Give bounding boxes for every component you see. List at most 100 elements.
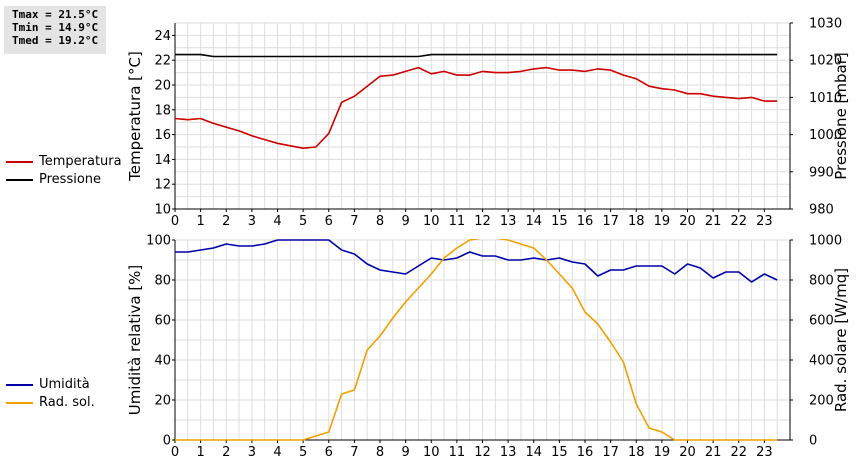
x-tick-label: 17	[602, 214, 619, 229]
legend-item-umidita: Umidità	[6, 376, 95, 394]
x-tick-label: 12	[474, 445, 491, 460]
legend-label-temperatura: Temperatura	[39, 154, 122, 169]
x-tick-label: 7	[350, 214, 358, 229]
y-tick-label: 10	[154, 203, 171, 218]
y2-tick-label: 1010	[809, 91, 842, 106]
y-tick-label: 12	[154, 178, 171, 193]
tmed-text: Tmed = 19.2°C	[12, 34, 99, 47]
legend-label-pressione: Pressione	[39, 172, 102, 187]
y2-tick-label: 1030	[809, 17, 842, 32]
x-tick-label: 22	[730, 214, 747, 229]
y-axis-title: Temperatura [°C]	[126, 51, 144, 182]
series-line-umidit-	[175, 239, 778, 283]
x-tick-label: 3	[248, 445, 256, 460]
x-tick-label: 4	[273, 445, 281, 460]
x-tick-label: 9	[401, 214, 409, 229]
x-tick-label: 16	[577, 445, 594, 460]
y2-tick-label: 1000	[809, 128, 842, 143]
x-tick-label: 9	[401, 445, 409, 460]
y2-tick-label: 1000	[809, 234, 842, 249]
legend-swatch-umidita	[6, 384, 33, 386]
x-tick-label: 6	[325, 445, 333, 460]
x-tick-label: 8	[376, 445, 384, 460]
x-tick-label: 1	[196, 445, 204, 460]
x-tick-label: 7	[350, 445, 358, 460]
y-tick-label: 100	[146, 234, 171, 249]
x-tick-label: 2	[222, 214, 230, 229]
x-tick-label: 18	[628, 214, 645, 229]
y-tick-label: 40	[154, 354, 171, 369]
series-line-temperatura	[175, 66, 778, 149]
x-tick-label: 14	[525, 214, 542, 229]
legend-bottom-main: Umidità Rad. sol.	[6, 376, 95, 412]
legend-swatch-temperatura	[6, 161, 33, 163]
y2-tick-label: 1020	[809, 54, 842, 69]
x-tick-label: 22	[730, 445, 747, 460]
x-tick-label: 15	[551, 445, 568, 460]
x-tick-label: 17	[602, 445, 619, 460]
y-tick-label: 80	[154, 274, 171, 289]
x-tick-label: 11	[449, 214, 466, 229]
y-tick-label: 0	[163, 434, 171, 449]
x-tick-label: 18	[628, 445, 645, 460]
x-tick-label: 20	[679, 445, 696, 460]
x-tick-label: 16	[577, 214, 594, 229]
y2-axis-title: Pressione [mbar]	[832, 52, 850, 180]
y-tick-label: 22	[154, 54, 171, 69]
x-tick-label: 8	[376, 214, 384, 229]
x-tick-label: 6	[325, 214, 333, 229]
y2-tick-label: 800	[809, 274, 834, 289]
x-tick-label: 19	[654, 445, 671, 460]
stats-box: Tmax = 21.5°C Tmin = 14.9°C Tmed = 19.2°…	[4, 6, 106, 54]
x-tick-label: 21	[705, 445, 722, 460]
x-tick-label: 1	[196, 214, 204, 229]
y2-tick-label: 400	[809, 354, 834, 369]
x-tick-label: 23	[756, 214, 773, 229]
x-tick-label: 2	[222, 445, 230, 460]
tmax-text: Tmax = 21.5°C	[12, 8, 99, 21]
x-tick-label: 23	[756, 445, 773, 460]
legend-label-umidita: Umidità	[39, 377, 90, 392]
y-tick-label: 20	[154, 79, 171, 94]
series-line-rad-sol-	[175, 239, 778, 441]
legend-item-radsol: Rad. sol.	[6, 394, 95, 412]
legend-swatch-radsol	[6, 402, 33, 404]
x-tick-label: 15	[551, 214, 568, 229]
y-tick-label: 16	[154, 128, 171, 143]
legend-swatch-pressione	[6, 179, 33, 181]
x-tick-label: 0	[171, 445, 179, 460]
y-tick-label: 60	[154, 314, 171, 329]
y-tick-label: 18	[154, 103, 171, 118]
tmin-text: Tmin = 14.9°C	[12, 21, 99, 34]
x-tick-label: 10	[423, 214, 440, 229]
x-tick-label: 13	[500, 445, 517, 460]
x-tick-label: 3	[248, 214, 256, 229]
x-tick-label: 20	[679, 214, 696, 229]
y2-tick-label: 600	[809, 314, 834, 329]
y-tick-label: 14	[154, 153, 171, 168]
y2-tick-label: 0	[809, 434, 817, 449]
y-tick-label: 24	[154, 29, 171, 44]
y-axis-title: Umidità relativa [%]	[126, 265, 144, 416]
x-tick-label: 10	[423, 445, 440, 460]
series-line-pressione	[175, 53, 778, 58]
legend-item-pressione: Pressione	[6, 171, 122, 189]
x-tick-label: 11	[449, 445, 466, 460]
legend-item-temperatura: Temperatura	[6, 153, 122, 171]
x-tick-label: 5	[299, 445, 307, 460]
x-tick-label: 4	[273, 214, 281, 229]
y2-tick-label: 200	[809, 394, 834, 409]
legend-label-radsol: Rad. sol.	[39, 395, 95, 410]
x-tick-label: 0	[171, 214, 179, 229]
x-tick-label: 12	[474, 214, 491, 229]
x-tick-label: 21	[705, 214, 722, 229]
x-tick-label: 5	[299, 214, 307, 229]
x-tick-label: 14	[525, 445, 542, 460]
y-tick-label: 20	[154, 394, 171, 409]
y2-tick-label: 990	[809, 165, 834, 180]
legend-top: Temperatura Pressione	[6, 153, 122, 189]
x-tick-label: 19	[654, 214, 671, 229]
